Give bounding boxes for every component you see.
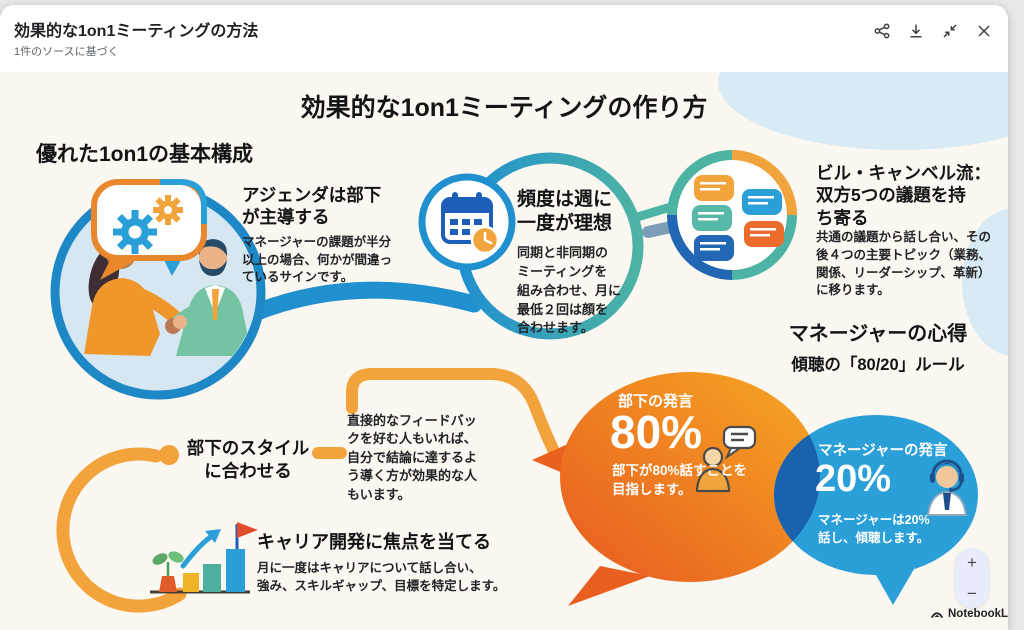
share-icon[interactable] <box>872 21 892 41</box>
speech-bubble-80 <box>532 372 820 606</box>
bubble-20-body: マネージャーは20% 話し、傾聴します。 <box>818 513 930 545</box>
connector-swoosh <box>243 281 483 323</box>
watermark-label: NotebookLM <box>948 608 1008 620</box>
infographic-dialog: 効果的な1on1ミーティングの方法 1件のソースに基づく <box>0 5 1008 630</box>
step1-body: マネージャーの課題が半分 以上の場合、何かが間違っ ているサインです。 <box>242 235 393 284</box>
step3-heading: ビル・キャンベル流： 双方5つの議題を持 ち寄る <box>816 163 991 228</box>
dialog-title: 効果的な1on1ミーティングの方法 <box>14 23 259 40</box>
career-body: 月に一度はキャリアについて話し合い、 強み、スキルギャップ、目標を特定します。 <box>257 561 506 593</box>
style-body: 直接的なフィードバッ クを好む人もいれば、 自分で結論に達するよ う導く方が効果… <box>347 413 478 502</box>
gears-speech-bubble-icon <box>91 179 207 280</box>
connector-teal <box>629 201 679 223</box>
bubble-20-label: マネージャーの発言 <box>818 443 948 459</box>
download-icon[interactable] <box>906 21 926 41</box>
career-heading: キャリア開発に焦点を当てる <box>257 532 491 552</box>
step2-heading: 頻度は週に 一度が理想 <box>517 189 613 235</box>
collapse-icon[interactable] <box>940 21 960 41</box>
manager-subheading: 傾聴の「80/20」ルール <box>791 356 965 374</box>
speaking-person-icon <box>695 425 757 493</box>
style-heading: 部下のスタイル に合わせる <box>186 438 310 481</box>
bubble-80-body: 部下が80%話すことを 目指します。 <box>612 463 748 497</box>
manager-headset-icon <box>926 459 968 516</box>
bubble-80-label: 部下の発言 <box>618 393 694 410</box>
orange-connector-arc <box>56 368 566 613</box>
zoom-controls: + − <box>955 548 989 608</box>
source-count: 1件のソースに基づく <box>14 46 119 58</box>
notebooklm-logo-icon <box>931 612 943 618</box>
chat-bubbles-icon <box>667 150 797 280</box>
handshake-illustration <box>50 179 266 400</box>
bubble-80-value: 80% <box>610 406 703 458</box>
infographic-title: 効果的な1on1ミーティングの作り方 <box>300 94 708 122</box>
zoom-out-button[interactable]: − <box>967 584 977 603</box>
manager-heading: マネージャーの心得 <box>788 323 968 345</box>
infographic-graphics <box>50 72 1008 613</box>
calendar-icon <box>418 173 516 271</box>
growth-chart-illustration <box>150 522 258 594</box>
step3-body: 共通の議題から話し合い、その 後４つの主要トピック（業務、 関係、リーダーシップ… <box>816 230 992 298</box>
bubble-20-value: 20% <box>815 458 892 500</box>
speech-bubble-20 <box>774 415 978 605</box>
step1-heading: アジェンダは部下 が主導する <box>242 185 382 228</box>
zoom-in-button[interactable]: + <box>967 553 977 572</box>
basics-heading: 優れた1on1の基本構成 <box>36 143 254 166</box>
step2-body: 同期と非同期の ミーティングを 組み合わせ、月に 最低２回は顔を 合わせます。 <box>517 245 622 336</box>
close-icon[interactable] <box>974 21 994 41</box>
background-blobs <box>718 72 1008 356</box>
infographic-canvas: 効果的な1on1ミーティングの作り方 優れた1on1の基本構成 アジェンダは部下… <box>0 72 1008 630</box>
header-toolbar <box>872 21 994 41</box>
notebooklm-watermark: NotebookLM <box>930 607 1008 621</box>
dialog-header: 効果的な1on1ミーティングの方法 1件のソースに基づく <box>0 5 1008 72</box>
